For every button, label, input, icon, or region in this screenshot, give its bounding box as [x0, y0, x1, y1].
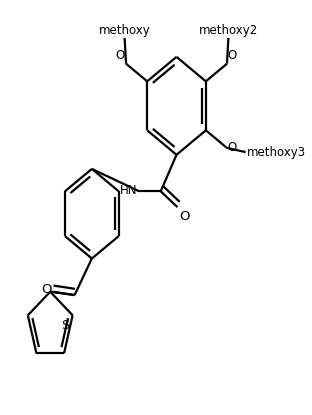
Text: O: O: [115, 49, 124, 62]
Text: methoxy3: methoxy3: [246, 146, 306, 159]
Text: O: O: [228, 49, 237, 62]
Text: HN: HN: [120, 184, 138, 197]
Text: O: O: [41, 283, 52, 296]
Text: methoxy2: methoxy2: [199, 24, 258, 37]
Text: methoxy: methoxy: [99, 24, 150, 37]
Text: O: O: [228, 142, 237, 154]
Text: S: S: [61, 319, 70, 332]
Text: O: O: [179, 210, 189, 223]
